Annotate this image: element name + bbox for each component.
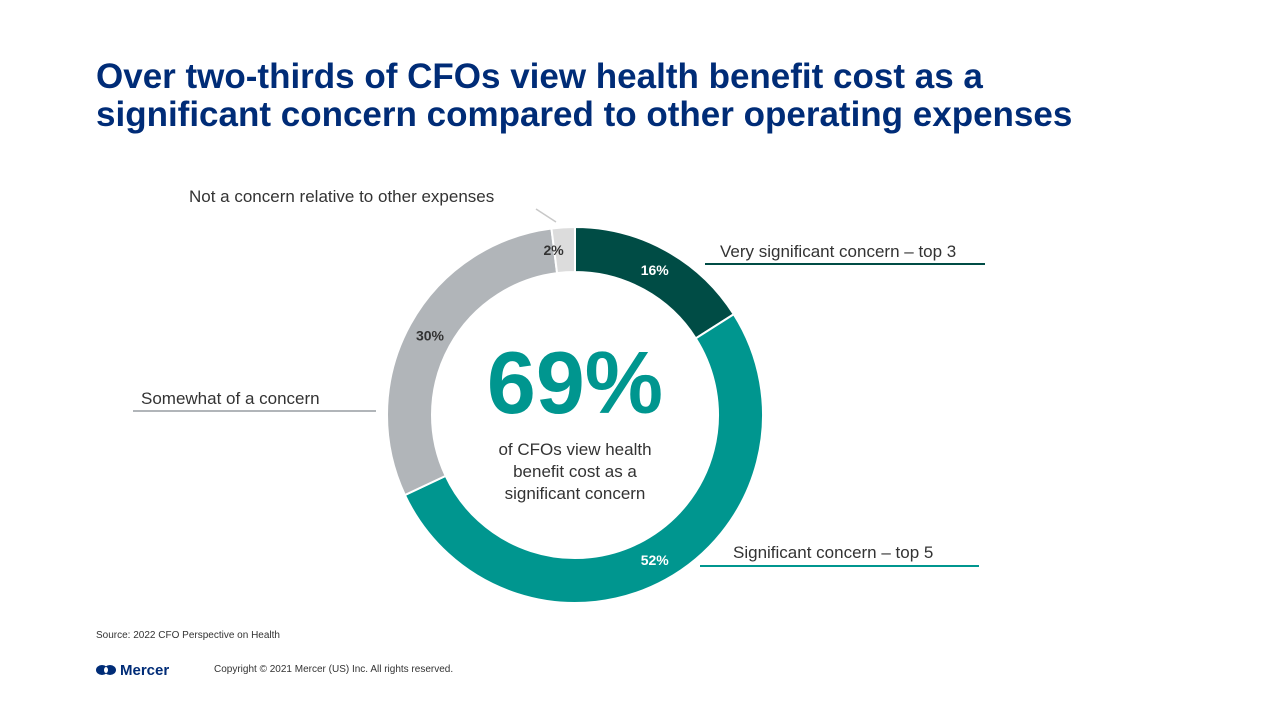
center-caption-line-3: significant concern [505, 484, 646, 503]
category-label-not-a-concern: Not a concern relative to other expenses [189, 187, 494, 206]
slice-very-significant [574, 225, 736, 340]
leader-line-not-a-concern [535, 208, 557, 223]
value-label-very-significant: 16% [641, 262, 670, 278]
copyright-notice: Copyright © 2021 Mercer (US) Inc. All ri… [214, 664, 454, 675]
brand-name: Mercer [120, 661, 170, 679]
slice-significant [403, 312, 764, 604]
center-caption-line-2: benefit cost as a [513, 462, 637, 481]
category-label-very-significant: Very significant concern – top 3 [720, 242, 956, 261]
category-label-somewhat: Somewhat of a concern [141, 389, 320, 408]
value-label-not-a-concern: 2% [543, 242, 564, 258]
center-caption-line-1: of CFOs view health [498, 440, 651, 459]
value-label-somewhat: 30% [416, 327, 445, 343]
value-label-significant: 52% [641, 552, 670, 568]
title-line-2: significant concern compared to other op… [96, 95, 1073, 134]
category-label-significant: Significant concern – top 5 [733, 543, 933, 562]
title-line-1: Over two-thirds of CFOs view health bene… [96, 57, 983, 96]
slide-title: Over two-thirds of CFOs view health bene… [96, 58, 1216, 134]
mercer-logo: Mercer [96, 661, 169, 679]
slice-not-a-concern [550, 225, 576, 275]
mercer-logo-icon [96, 665, 116, 675]
source-note: Source: 2022 CFO Perspective on Health [96, 630, 280, 641]
center-headline: 69% [487, 333, 663, 432]
